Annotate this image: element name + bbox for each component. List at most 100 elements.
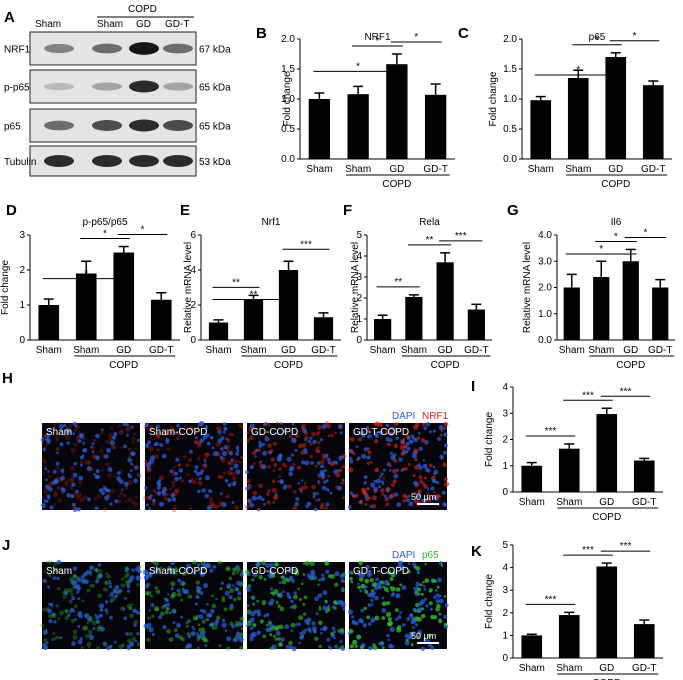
blot-band (163, 120, 193, 131)
category-label: Sham (306, 164, 332, 175)
cell-nucleus (191, 625, 194, 629)
cell-nucleus (366, 455, 371, 460)
bar (405, 296, 423, 340)
blot-band (92, 155, 122, 167)
cell-nucleus (239, 616, 245, 622)
cell-nucleus (303, 485, 308, 490)
cell-nucleus (263, 577, 267, 581)
cell-nucleus (402, 499, 407, 503)
cell-nucleus (252, 572, 258, 578)
cell-nucleus (215, 442, 221, 447)
cell-nucleus (214, 620, 219, 625)
cell-nucleus (267, 601, 273, 606)
cell-nucleus (204, 475, 210, 481)
cell-nucleus (413, 437, 419, 443)
cell-nucleus (444, 603, 449, 608)
cell-nucleus (313, 493, 316, 497)
cell-nucleus (370, 482, 376, 488)
cell-nucleus (72, 421, 77, 426)
cell-nucleus (42, 642, 47, 648)
cell-nucleus (381, 608, 387, 613)
panel-letter: F (343, 202, 352, 219)
category-label: Sham (401, 345, 427, 356)
cell-nucleus (333, 469, 339, 475)
cell-nucleus (68, 478, 72, 482)
cell-nucleus (224, 629, 228, 632)
cell-nucleus (126, 603, 132, 609)
cell-nucleus (304, 460, 310, 466)
cell-nucleus (319, 471, 325, 477)
cell-nucleus (133, 478, 138, 484)
cell-nucleus (271, 479, 276, 484)
cell-nucleus (192, 480, 197, 485)
cell-nucleus (42, 459, 47, 464)
cell-nucleus (230, 432, 235, 437)
cell-nucleus (109, 615, 113, 620)
cell-nucleus (89, 615, 93, 619)
cell-nucleus (102, 587, 108, 592)
cell-nucleus (360, 620, 364, 624)
significance-label: * (614, 231, 618, 242)
micrograph-j: GD-T-COPD (347, 560, 449, 651)
cell-nucleus (218, 644, 222, 648)
cell-nucleus (196, 489, 201, 494)
cell-nucleus (421, 422, 426, 427)
cell-nucleus (388, 443, 392, 447)
cell-nucleus (257, 508, 260, 512)
cell-nucleus (48, 619, 53, 624)
cell-nucleus (166, 602, 171, 607)
y-axis-label: Relative mRNA level (350, 242, 361, 333)
cell-nucleus (341, 464, 346, 469)
cell-nucleus (280, 422, 283, 425)
cell-nucleus (378, 642, 382, 646)
cell-nucleus (417, 607, 423, 613)
cell-nucleus (297, 587, 300, 591)
cell-nucleus (291, 437, 297, 443)
cell-nucleus (405, 434, 411, 439)
cell-nucleus (291, 422, 295, 426)
blot-size-label: 53 kDa (199, 157, 231, 168)
blot-band (44, 82, 74, 91)
cell-nucleus (280, 637, 285, 642)
cell-nucleus (427, 633, 432, 638)
cell-nucleus (248, 428, 253, 432)
cell-nucleus (93, 472, 96, 476)
cell-nucleus (70, 447, 76, 453)
cell-nucleus (407, 570, 411, 574)
cell-nucleus (134, 447, 138, 451)
cell-nucleus (354, 493, 359, 498)
cell-nucleus (414, 422, 420, 428)
cell-nucleus (278, 624, 284, 630)
blot-band (129, 119, 159, 132)
cell-nucleus (113, 474, 117, 478)
cell-nucleus (435, 607, 440, 612)
cell-nucleus (270, 457, 275, 462)
cell-nucleus (331, 605, 336, 609)
cell-nucleus (52, 632, 56, 635)
cell-nucleus (84, 615, 87, 619)
cell-nucleus (261, 497, 265, 502)
cell-nucleus (88, 459, 91, 463)
cell-nucleus (156, 490, 161, 496)
bar (633, 624, 655, 658)
cell-nucleus (165, 439, 170, 444)
cell-nucleus (70, 476, 75, 482)
cell-nucleus (236, 449, 240, 453)
cell-nucleus (272, 469, 276, 472)
cell-nucleus (61, 472, 65, 475)
cell-nucleus (300, 582, 304, 586)
category-label: Sham (528, 164, 554, 175)
cell-nucleus (263, 614, 267, 618)
cell-nucleus (52, 469, 57, 474)
cell-nucleus (175, 457, 180, 462)
cell-nucleus (99, 608, 104, 612)
category-label: GD (608, 164, 623, 175)
cell-nucleus (360, 583, 366, 589)
cell-nucleus (281, 462, 286, 467)
cell-nucleus (127, 457, 132, 463)
cell-nucleus (120, 583, 126, 588)
cell-nucleus (41, 434, 47, 440)
cell-nucleus (111, 444, 117, 450)
cell-nucleus (117, 499, 122, 504)
